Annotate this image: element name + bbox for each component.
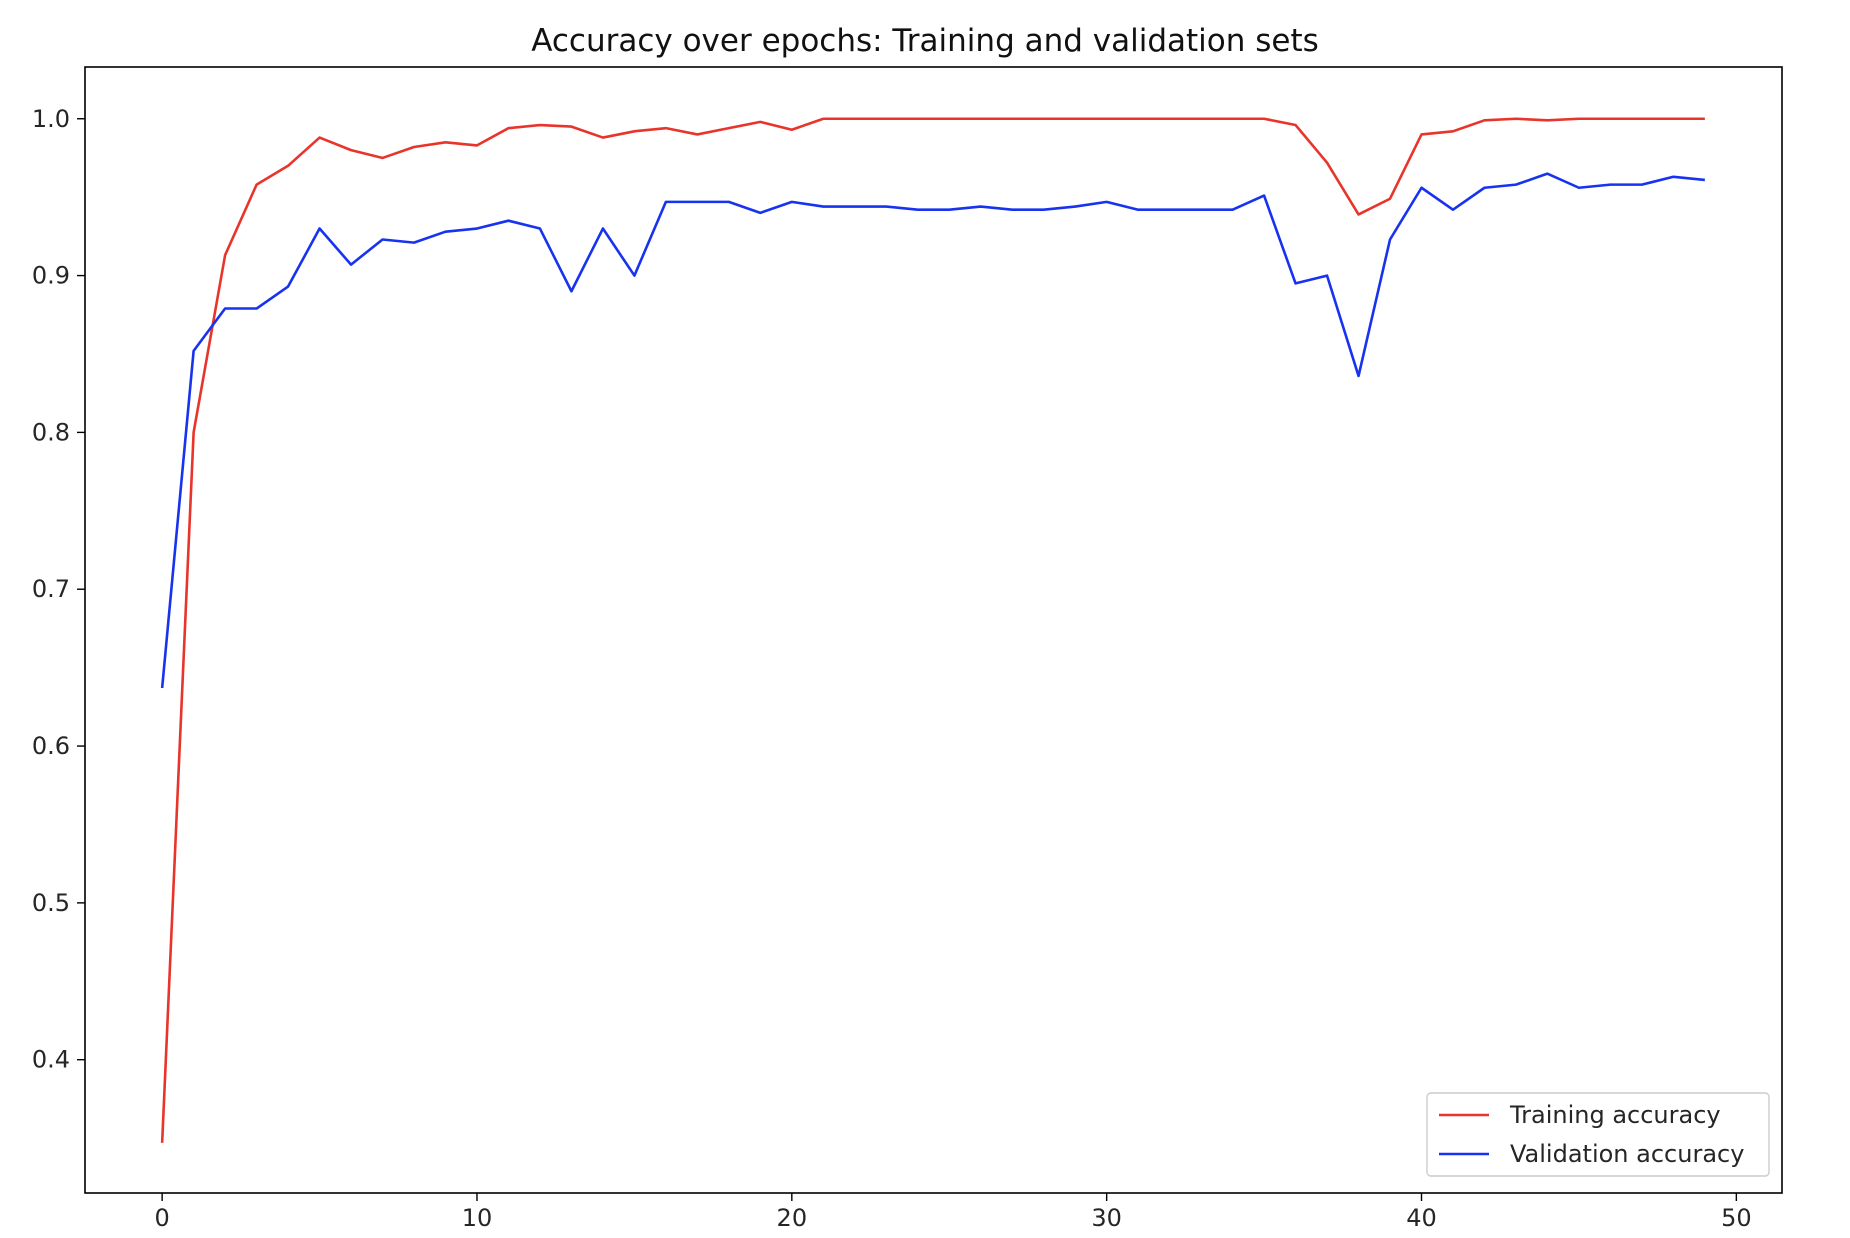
axes-frame [84, 66, 1783, 1194]
x-tick-label: 10 [462, 1204, 493, 1232]
y-tick-label: 0.5 [32, 889, 70, 917]
legend-label: Validation accuracy [1510, 1140, 1744, 1168]
legend-box [1426, 1092, 1770, 1177]
chart-title: Accuracy over epochs: Training and valid… [531, 23, 1319, 59]
x-tick-label: 20 [777, 1204, 808, 1232]
y-tick-label: 1.0 [32, 105, 70, 133]
series-line-validation-accuracy [160, 172, 1705, 689]
legend: Training accuracy Validation accuracy [1426, 1092, 1770, 1177]
x-tick-label: 30 [1091, 1204, 1122, 1232]
legend-label: Training accuracy [1509, 1101, 1721, 1129]
series-line-training-accuracy [160, 117, 1705, 1143]
y-tick-label: 0.8 [32, 418, 70, 446]
y-tick-label: 0.6 [32, 732, 70, 760]
x-tick-label: 40 [1406, 1204, 1437, 1232]
y-tick-label: 0.7 [32, 575, 70, 603]
plot-area: 0 10 20 30 40 50 0.4 0.5 0.6 0.7 0.8 0.9 1.0 [32, 66, 1783, 1232]
x-tick-label: 50 [1721, 1204, 1752, 1232]
y-tick-label: 0.9 [32, 262, 70, 290]
y-tick-label: 0.4 [32, 1046, 70, 1074]
x-tick-label: 0 [154, 1204, 169, 1232]
